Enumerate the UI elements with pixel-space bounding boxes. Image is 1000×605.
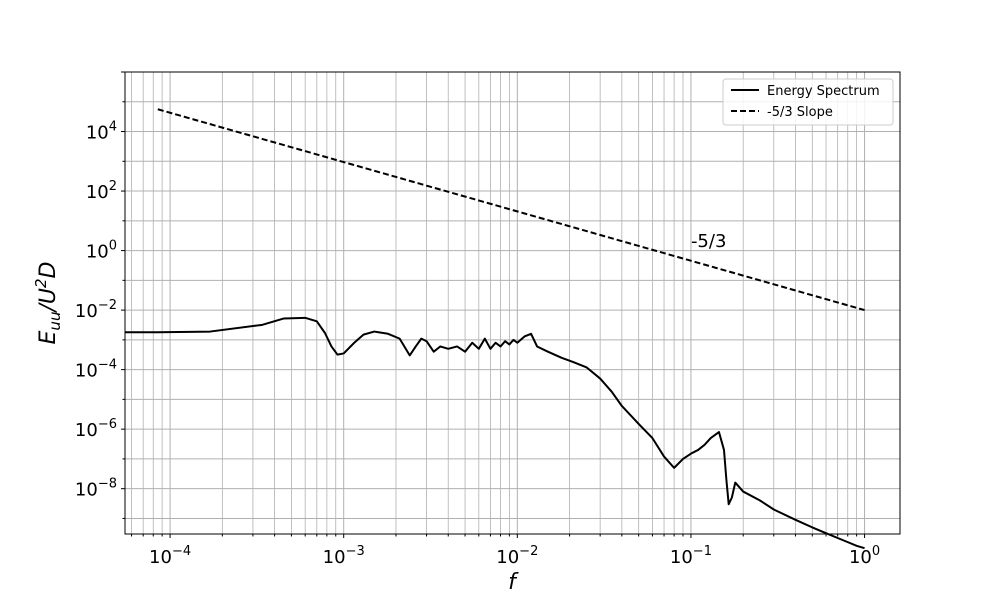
x-tick-label: 10−1 [670,544,712,568]
legend-label-energy-spectrum: Energy Spectrum [767,84,880,99]
x-axis-label: f [508,570,519,595]
y-tick-label: 102 [86,179,117,203]
y-axis-label: Euu/U2D [32,262,64,345]
y-tick-label: 10−6 [75,417,117,441]
x-tick-label: 10−4 [149,544,191,568]
legend-label-slope: -5/3 Slope [767,105,833,120]
energy-spectrum-line [125,316,865,550]
x-tick-label: 10−3 [323,544,365,568]
y-tick-label: 10−4 [75,358,117,382]
legend-box [722,78,894,126]
y-tick-label: 100 [86,239,117,263]
tick-labels: 10−4 10−3 10−2 10−1 100 10−8 10−6 10−4 10−2 100 10… [75,120,880,568]
annotation-slope: -5/3 [691,231,726,252]
y-tick-label: 10−8 [75,477,117,501]
series-layer [125,108,865,550]
x-tick-label: 10−2 [496,544,538,568]
x-tick-label: 100 [849,544,880,568]
tick-marks [121,71,866,538]
y-tick-label: 10−2 [75,298,117,322]
y-tick-label: 104 [86,120,117,144]
plot-frame [124,71,901,535]
legend: Energy Spectrum -5/3 Slope [722,78,894,126]
slope-line [157,108,865,312]
grid [125,71,900,534]
